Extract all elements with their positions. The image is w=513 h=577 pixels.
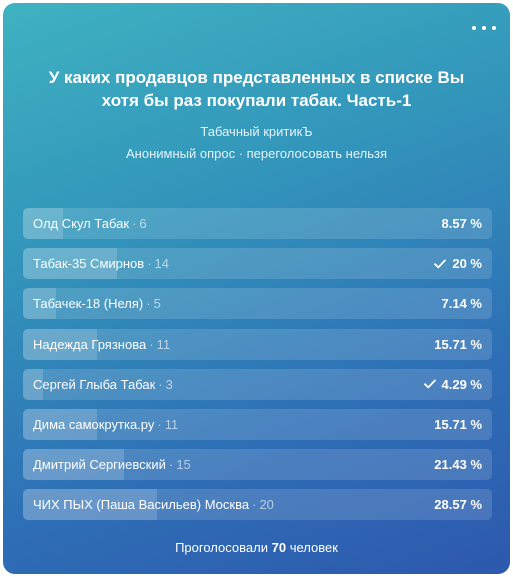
more-horizontal-icon	[482, 26, 486, 30]
poll-option[interactable]: ЧИХ ПЫХ (Паша Васильев) Москва · 20 28.57 %	[23, 489, 492, 521]
option-vote-count: 3	[165, 376, 173, 392]
option-percent: 28.57 %	[434, 497, 482, 513]
option-label-group: Дмитрий Сергиевский · 15	[33, 449, 191, 480]
option-percent: 8.57 %	[441, 216, 482, 231]
poll-author[interactable]: Табачный критикЪ	[200, 124, 313, 139]
option-result-bar	[23, 368, 44, 400]
more-horizontal-icon	[472, 26, 476, 30]
option-result-bar	[23, 489, 157, 521]
option-label-group: Дима самокрутка.ру · 11	[33, 409, 178, 440]
option-percent: 4.29 %	[441, 376, 482, 392]
option-vote-count: 6	[139, 216, 147, 231]
option-result: 20 %	[434, 248, 482, 279]
option-result-bar	[23, 288, 57, 320]
option-result: 7.14 %	[442, 288, 482, 319]
option-percent: 7.14 %	[441, 296, 482, 312]
option-label-group: Табачек-18 (Неля) · 5	[33, 288, 161, 319]
option-label-group: Олд Скул Табак · 6	[33, 208, 147, 239]
option-label-group: ЧИХ ПЫХ (Паша Васильев) Москва · 20	[33, 489, 274, 520]
option-vote-count: 20	[259, 497, 274, 513]
option-result-bar	[23, 449, 124, 481]
option-percent: 21.43 %	[434, 457, 482, 473]
option-vote-count: 5	[153, 296, 161, 312]
option-separator: ·	[149, 336, 154, 352]
poll-card: У каких продавцов представленных в списк…	[3, 3, 510, 574]
option-label: Сергей Глыба Табак	[33, 376, 156, 392]
option-percent: 15.71 %	[434, 336, 482, 352]
option-result: 28.57 %	[434, 489, 482, 520]
option-result: 15.71 %	[434, 329, 482, 360]
option-result-bar	[23, 248, 117, 280]
option-separator: ·	[158, 376, 163, 392]
option-result: 4.29 %	[423, 369, 482, 400]
footer-prefix: Проголосовали	[175, 540, 268, 555]
option-label-group: Надежда Грязнова · 11	[33, 329, 170, 360]
more-options-button[interactable]	[472, 20, 496, 36]
option-label: Табак-35 Смирнов	[33, 256, 145, 272]
option-vote-count: 11	[164, 416, 179, 432]
poll-option[interactable]: Дима самокрутка.ру · 11 15.71 %	[23, 408, 492, 440]
footer-vote-count: 70	[271, 540, 287, 555]
option-separator: ·	[147, 256, 152, 272]
option-separator: ·	[252, 497, 257, 513]
poll-option[interactable]: Сергей Глыба Табак · 3 4.29 %	[23, 368, 492, 400]
option-label-group: Сергей Глыба Табак · 3	[33, 369, 173, 400]
option-result-bar	[23, 208, 64, 239]
poll-option[interactable]: Олд Скул Табак · 6 8.57 %	[23, 208, 492, 239]
option-result-bar	[23, 328, 97, 360]
poll-title: У каких продавцов представленных в списк…	[48, 68, 465, 110]
option-separator: ·	[146, 296, 151, 312]
poll-option[interactable]: Дмитрий Сергиевский · 15 21.43 %	[23, 449, 492, 481]
option-vote-count: 14	[154, 256, 169, 272]
option-result: 21.43 %	[434, 449, 482, 480]
poll-option[interactable]: Табачек-18 (Неля) · 5 7.14 %	[23, 288, 492, 320]
more-horizontal-icon	[492, 26, 496, 30]
option-result: 8.57 %	[442, 208, 482, 239]
check-icon	[423, 379, 436, 389]
option-result-bar	[23, 408, 97, 440]
option-separator: ·	[132, 216, 137, 231]
poll-footer[interactable]: Проголосовали 70 человек	[3, 539, 510, 557]
option-vote-count: 15	[176, 457, 191, 473]
poll-option[interactable]: Надежда Грязнова · 11 15.71 %	[23, 328, 492, 360]
option-percent: 15.71 %	[434, 416, 482, 432]
check-icon	[434, 259, 447, 268]
option-label: Надежда Грязнова	[33, 336, 147, 352]
option-percent: 20 %	[452, 256, 482, 272]
option-label: ЧИХ ПЫХ (Паша Васильев) Москва	[33, 497, 250, 513]
option-separator: ·	[157, 416, 162, 432]
option-label-group: Табак-35 Смирнов · 14	[33, 248, 169, 279]
poll-meta: Анонимный опрос · переголосовать нельзя	[126, 146, 387, 161]
poll-options: Олд Скул Табак · 6 8.57 % Табак-35 Смирнов · 1…	[23, 208, 492, 530]
footer-suffix: человек	[289, 540, 338, 555]
option-result: 15.71 %	[434, 409, 482, 440]
option-label: Олд Скул Табак	[33, 216, 130, 231]
option-label: Дима самокрутка.ру	[33, 416, 155, 432]
option-label: Табачек-18 (Неля)	[33, 296, 144, 312]
option-separator: ·	[168, 457, 174, 473]
option-label: Дмитрий Сергиевский	[33, 457, 166, 473]
poll-option[interactable]: Табак-35 Смирнов · 14 20 %	[23, 248, 492, 280]
option-vote-count: 11	[156, 336, 171, 352]
